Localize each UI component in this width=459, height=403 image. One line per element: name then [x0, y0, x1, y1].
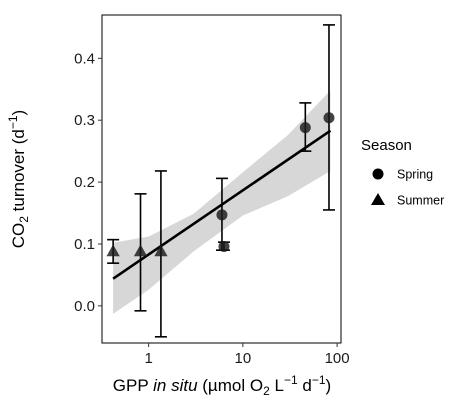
legend: Season Spring Summer — [361, 137, 444, 208]
legend-label-spring: Spring — [397, 168, 433, 182]
y-axis-title-close: ) — [9, 110, 28, 116]
y-axis-title-rest: turnover (d — [9, 129, 28, 216]
axis-tick-layer: 1 10 100 0.0 0.1 0.2 0.3 0.4 — [74, 50, 349, 367]
point-spring-2 — [218, 240, 230, 252]
x-axis-title-unit-sup2: −1 — [312, 373, 326, 387]
y-axis-title: CO2 turnover (d−1) — [6, 110, 31, 248]
legend-entries: Spring Summer — [371, 168, 444, 208]
point-summer-3 — [154, 244, 168, 257]
x-axis-title-prefix: GPP — [113, 376, 153, 395]
y-axis-title-sup: −1 — [6, 115, 20, 129]
y-tick-label: 0.1 — [74, 236, 95, 253]
legend-label-summer: Summer — [397, 194, 444, 208]
point-summer-1 — [106, 244, 120, 257]
x-axis-title-unit-sup1: −1 — [284, 373, 298, 387]
y-tick-label: 0.3 — [74, 112, 95, 129]
x-axis-title-unit-mid: L — [270, 376, 284, 395]
point-summer-2 — [133, 244, 148, 257]
y-axis-title-sub: 2 — [17, 216, 31, 223]
x-tick-label: 10 — [235, 350, 252, 367]
x-axis-title-unit-sub: 2 — [263, 384, 270, 398]
point-spring-3 — [299, 122, 311, 134]
point-spring-1 — [216, 209, 228, 221]
legend-title: Season — [361, 137, 412, 154]
x-axis-title-unit-mid2: d — [298, 376, 312, 395]
x-axis-title-unit-close: ) — [326, 376, 332, 395]
x-axis-title-italic: in situ — [153, 376, 198, 395]
x-tick-label: 100 — [325, 350, 350, 367]
y-tick-label: 0.0 — [74, 298, 95, 315]
y-tick-label: 0.4 — [74, 50, 95, 67]
x-tick-label: 1 — [144, 350, 152, 367]
legend-key-summer — [371, 193, 385, 205]
x-axis-title: GPP in situ (µmol O2 L−1 d−1) — [113, 373, 331, 398]
legend-key-spring — [372, 168, 384, 180]
point-spring-4 — [323, 112, 335, 124]
point-layer — [106, 112, 335, 257]
x-axis-title-unit-open: (µmol O — [198, 376, 264, 395]
y-tick-label: 0.2 — [74, 174, 95, 191]
y-axis-title-main: CO — [9, 223, 28, 249]
